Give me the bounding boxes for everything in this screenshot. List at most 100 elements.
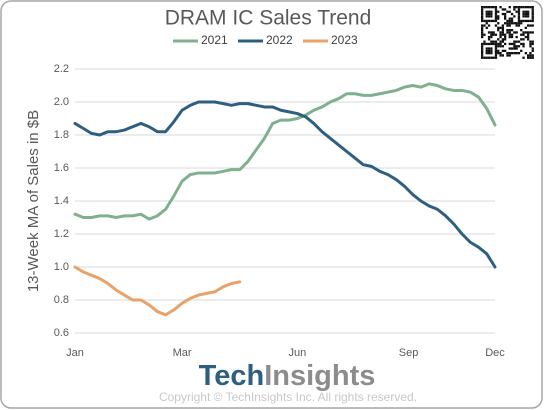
qr-cell <box>494 10 498 13</box>
qr-cell <box>497 38 500 41</box>
chart-title: DRAM IC Sales Trend <box>165 7 372 30</box>
y-tick-label: 1.2 <box>54 228 69 240</box>
qr-cell <box>492 33 495 36</box>
qr-cell <box>522 42 525 46</box>
qr-cell <box>501 49 504 52</box>
qr-cell <box>494 15 498 18</box>
qr-cell <box>487 35 491 39</box>
logo: TechInsights <box>199 360 376 392</box>
qr-cell <box>527 12 530 16</box>
qr-cell <box>494 19 498 23</box>
qr-cell <box>529 19 532 23</box>
qr-cell <box>506 24 509 27</box>
qr-cell <box>531 54 534 57</box>
qr-cell <box>501 12 504 16</box>
qr-cell <box>481 15 484 18</box>
qr-cell <box>517 15 521 18</box>
qr-cell <box>481 10 484 13</box>
qr-cell <box>504 35 507 39</box>
qr-cell <box>490 15 493 18</box>
qr-cell <box>531 31 534 34</box>
qr-cell <box>504 49 507 52</box>
qr-cell <box>527 10 530 13</box>
qr-cell <box>522 31 525 34</box>
qr-cell <box>529 52 532 55</box>
qr-cell <box>517 19 521 23</box>
y-tick-label: 1.6 <box>54 162 69 174</box>
qr-code <box>481 6 534 59</box>
qr-cell <box>529 40 532 43</box>
qr-cell <box>513 6 516 9</box>
qr-cell <box>501 38 504 41</box>
qr-cell <box>513 47 516 50</box>
qr-cell <box>481 54 484 57</box>
qr-cell <box>485 6 488 9</box>
qr-cell <box>499 52 502 55</box>
qr-cell <box>483 56 486 59</box>
qr-cell <box>522 56 525 59</box>
logo-second: Insights <box>264 360 375 392</box>
qr-cell <box>494 17 498 20</box>
y-axis-label: 13-Week MA of Sales in $B <box>25 110 42 292</box>
qr-cell <box>497 42 500 46</box>
qr-cell <box>481 49 484 52</box>
qr-cell <box>508 24 511 27</box>
qr-cell <box>490 33 493 36</box>
qr-cell <box>485 42 488 46</box>
qr-cell <box>515 6 518 9</box>
y-tick-label: 0.6 <box>54 327 69 339</box>
qr-cell <box>499 54 502 57</box>
qr-cell <box>504 38 507 41</box>
qr-cell <box>531 10 534 13</box>
qr-cell <box>529 45 532 48</box>
qr-cell <box>531 15 534 18</box>
series-line <box>73 265 242 317</box>
qr-cell <box>501 54 504 57</box>
qr-cell <box>531 6 534 9</box>
qr-cell <box>501 31 504 34</box>
qr-cell <box>510 52 514 55</box>
qr-cell <box>520 42 523 46</box>
qr-cell <box>504 33 507 36</box>
qr-cell <box>487 12 491 16</box>
qr-cell <box>515 45 518 48</box>
qr-cell <box>522 6 525 9</box>
qr-cell <box>481 8 484 11</box>
qr-cell <box>529 56 532 59</box>
qr-cell <box>520 19 523 23</box>
qr-cell <box>499 33 502 36</box>
qr-cell <box>524 19 527 23</box>
qr-cell <box>513 31 516 34</box>
qr-cell <box>494 40 498 43</box>
qr-cell <box>529 42 532 46</box>
qr-cell <box>499 31 502 34</box>
qr-cell <box>522 12 525 16</box>
qr-cell <box>499 35 502 39</box>
qr-cell <box>490 12 493 16</box>
qr-cell <box>522 38 525 41</box>
legend-label: 2023 <box>331 33 358 47</box>
qr-cell <box>494 42 498 46</box>
x-tick-label: Jan <box>66 347 84 359</box>
qr-cell <box>522 10 525 13</box>
qr-cell <box>515 52 518 55</box>
qr-cell <box>494 49 498 52</box>
qr-cell <box>524 12 527 16</box>
qr-cell <box>499 42 502 46</box>
qr-cell <box>517 10 521 13</box>
qr-cell <box>485 12 488 16</box>
qr-cell <box>501 33 504 36</box>
qr-cell <box>527 6 530 9</box>
qr-cell <box>513 45 516 48</box>
qr-cell <box>506 52 509 55</box>
qr-cell <box>522 33 525 36</box>
qr-cell <box>522 19 525 23</box>
qr-cell <box>520 49 523 52</box>
qr-cell <box>504 17 507 20</box>
qr-cell <box>497 49 500 52</box>
qr-cell <box>527 15 530 18</box>
qr-cell <box>527 35 530 39</box>
qr-cell <box>531 49 534 52</box>
qr-cell <box>499 40 502 43</box>
qr-cell <box>506 31 509 34</box>
